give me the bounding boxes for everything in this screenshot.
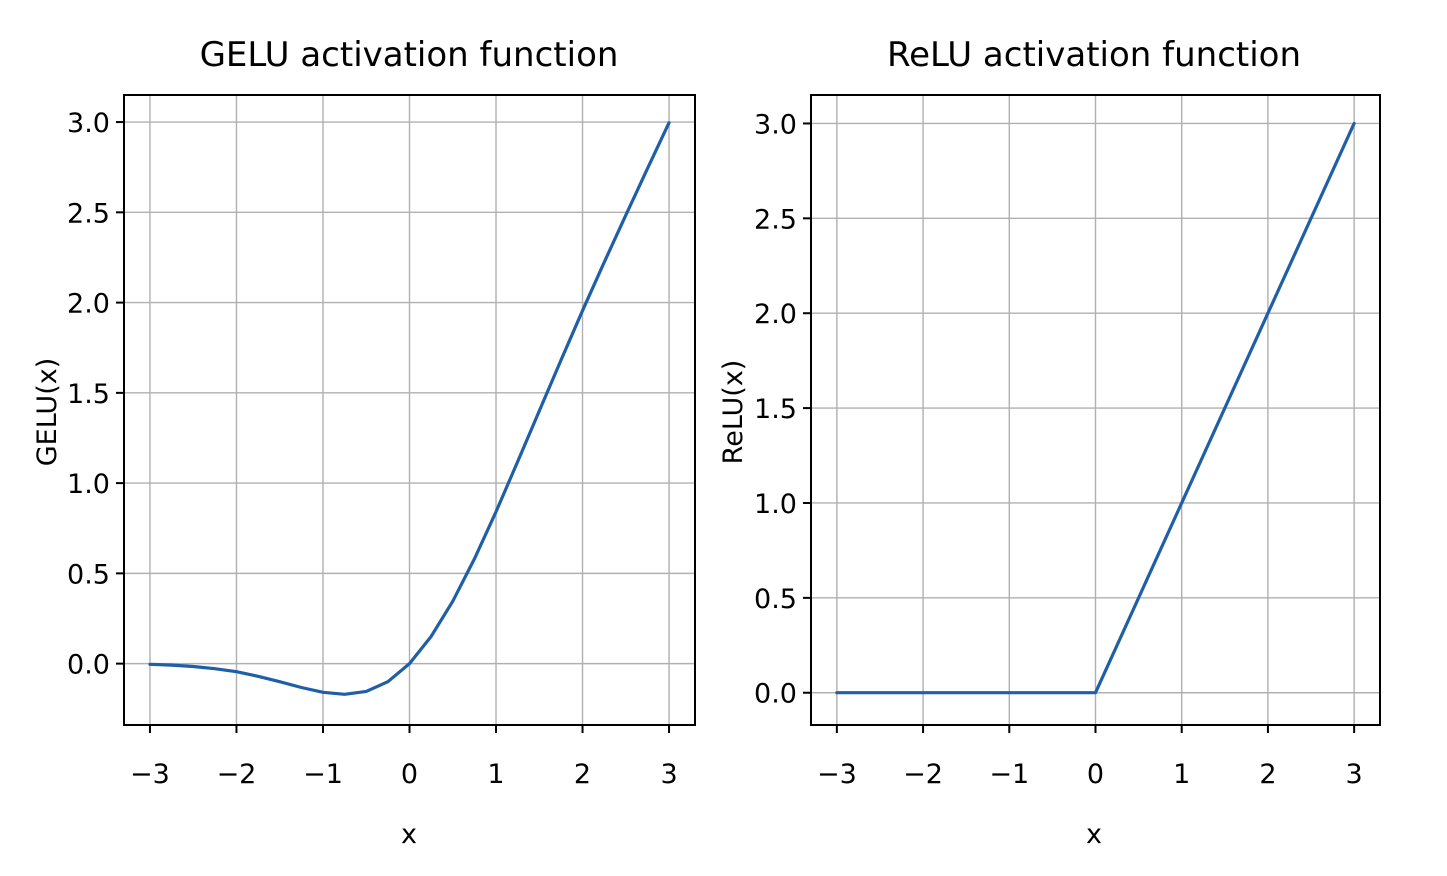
relu-x-tick-label: −3 (817, 759, 857, 790)
gelu-y-tick-label: 2.5 (67, 198, 110, 229)
relu-y-tick-label: 0.0 (754, 679, 797, 710)
gelu-x-tick-label: 0 (401, 759, 418, 790)
relu-y-axis-label: ReLU(x) (718, 360, 749, 465)
gelu-x-tick-label: 3 (660, 759, 677, 790)
gelu-chart-title: GELU activation function (200, 35, 619, 75)
relu-x-tick-label: −2 (903, 759, 943, 790)
relu-y-tick-label: 3.0 (754, 109, 797, 140)
relu-series-line (835, 121, 1356, 695)
gelu-y-tick-label: 1.5 (67, 379, 110, 410)
relu-x-tick-label: 3 (1346, 759, 1363, 790)
relu-x-tick-label: 1 (1173, 759, 1190, 790)
relu-x-tick-label: −1 (989, 759, 1029, 790)
relu-y-tick-label: 2.0 (754, 299, 797, 330)
relu-y-tick-label: 1.0 (754, 489, 797, 520)
relu-y-tick-label: 0.5 (754, 584, 797, 615)
gelu-y-tick-label: 3.0 (67, 108, 110, 139)
relu-x-tick-label: 0 (1087, 759, 1104, 790)
gelu-y-axis-label: GELU(x) (32, 358, 63, 467)
relu-chart-title: ReLU activation function (887, 35, 1301, 75)
gelu-x-axis-label: x (401, 819, 417, 850)
relu-chart: ReLU activation function x ReLU(x) −3 −2 −… (718, 35, 1381, 850)
relu-x-axis-label: x (1086, 819, 1102, 850)
gelu-x-tick-label: 2 (574, 759, 591, 790)
relu-y-tick-label: 1.5 (754, 394, 797, 425)
gelu-x-tick-label: −1 (303, 759, 343, 790)
gelu-chart: GELU activation function x GELU(x) −3 −2 −… (32, 35, 696, 850)
gelu-y-tick-label: 0.5 (67, 559, 110, 590)
relu-x-tick-label: 2 (1259, 759, 1276, 790)
gelu-y-tick-label: 1.0 (67, 469, 110, 500)
gelu-y-tick-label: 2.0 (67, 289, 110, 320)
gelu-y-tick-label: 0.0 (67, 650, 110, 681)
relu-y-tick-label: 2.5 (754, 204, 797, 235)
gelu-series-line (148, 121, 671, 696)
relu-plot-frame (810, 94, 1381, 726)
gelu-x-tick-label: −3 (130, 759, 170, 790)
gelu-x-tick-label: 1 (487, 759, 504, 790)
gelu-plot-frame (123, 94, 696, 726)
gelu-x-tick-label: −2 (217, 759, 257, 790)
